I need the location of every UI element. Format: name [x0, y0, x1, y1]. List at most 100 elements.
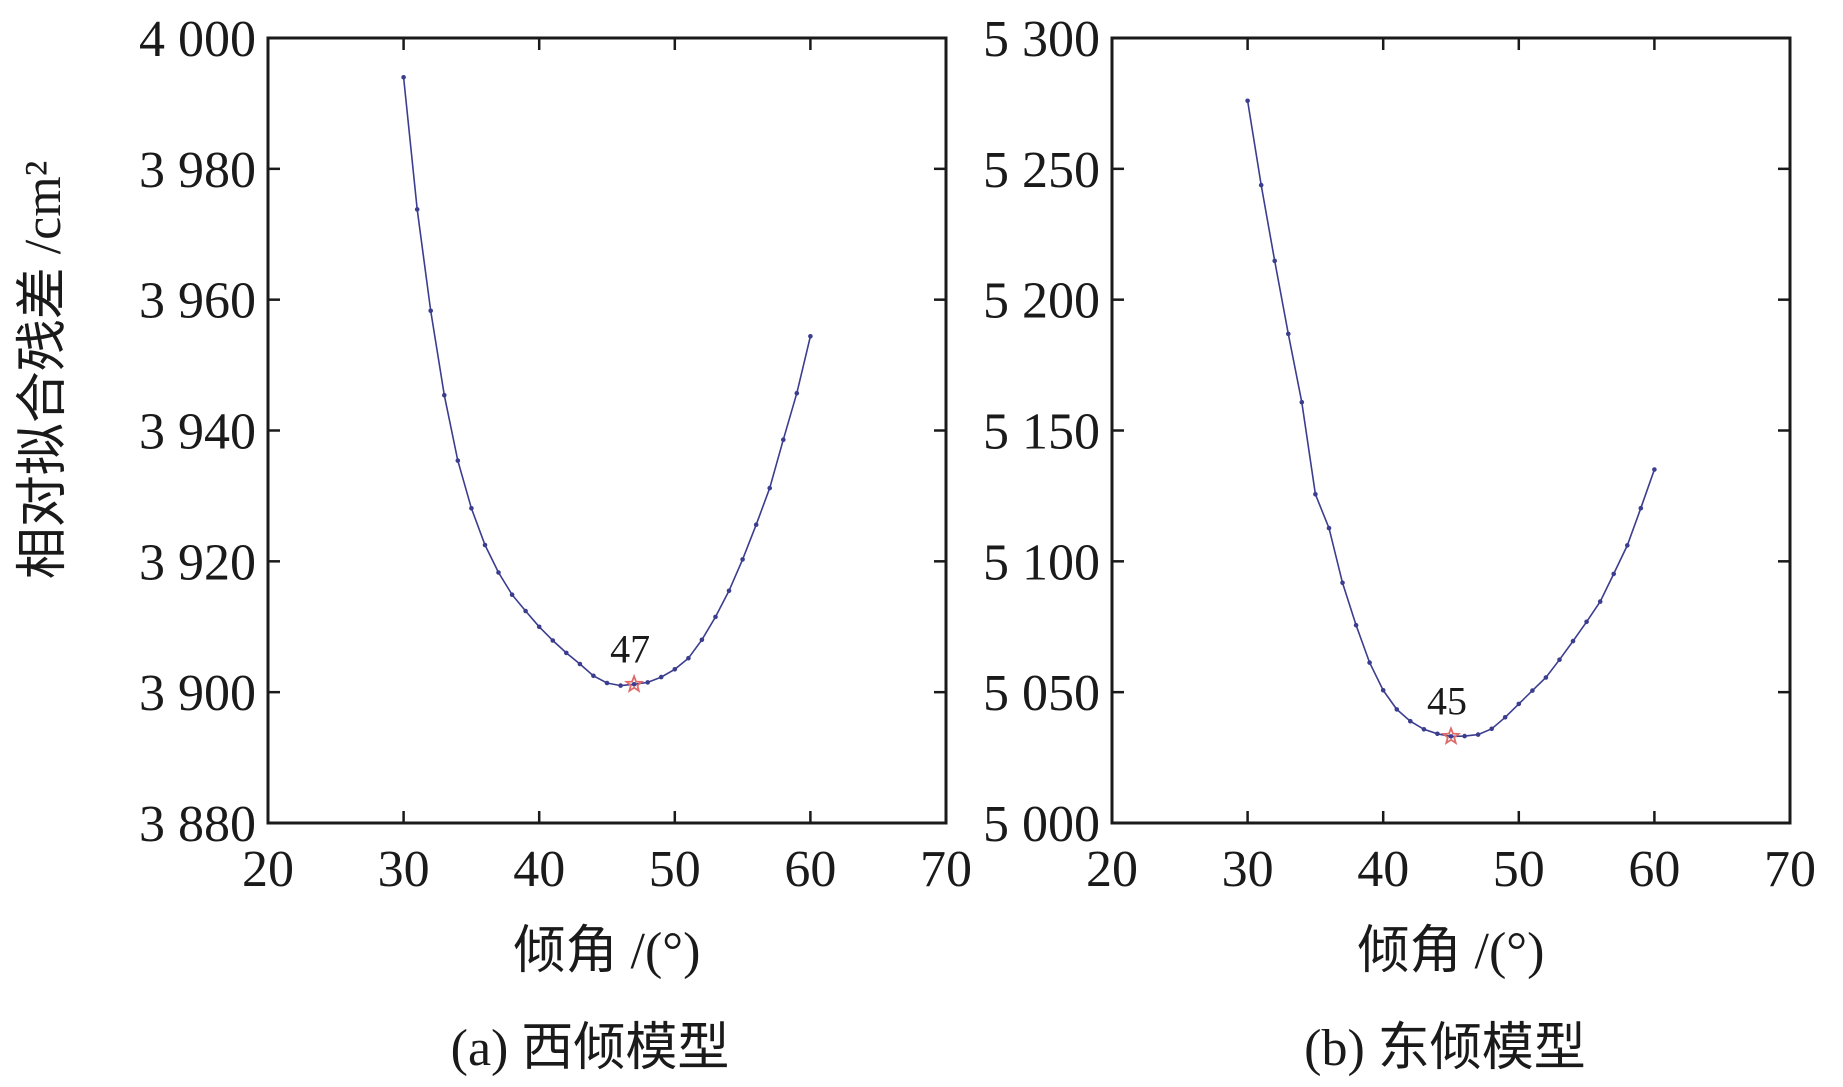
data-point	[1313, 492, 1318, 497]
data-point	[1299, 399, 1305, 405]
data-point	[401, 75, 406, 80]
series-line	[402, 77, 812, 687]
data-point	[1475, 732, 1481, 737]
series-line	[1246, 100, 1656, 738]
data-point	[1408, 718, 1413, 724]
data-point	[1394, 707, 1400, 712]
data-point	[1570, 638, 1576, 644]
y-tick-label: 3 880	[139, 796, 256, 853]
x-axis-label: 倾角 /(°)	[514, 923, 701, 980]
panel-caption: (b) 东倾模型	[1304, 1020, 1586, 1077]
plot-frame	[266, 36, 948, 825]
data-point	[1516, 701, 1522, 707]
data-point	[658, 674, 664, 680]
data-point	[455, 458, 461, 463]
y-tick-label: 3 960	[139, 273, 256, 330]
data-point	[1597, 599, 1603, 604]
data-point	[1435, 731, 1440, 737]
data-point	[1326, 525, 1332, 531]
x-tick-label: 20	[242, 841, 294, 898]
y-axis-label: 相对拟合残差 /cm²	[15, 161, 72, 580]
data-point	[1652, 467, 1657, 472]
data-point	[726, 588, 732, 594]
x-tick-label: 20	[1086, 841, 1138, 898]
data-point	[1502, 715, 1508, 720]
data-point	[1421, 727, 1427, 732]
x-tick-label: 50	[1493, 841, 1545, 898]
data-point	[1272, 258, 1277, 264]
minimum-label: 47	[610, 626, 650, 671]
y-tick-label: 3 940	[139, 404, 256, 461]
data-point	[781, 437, 786, 443]
data-point	[1543, 675, 1549, 680]
data-point	[564, 650, 569, 656]
y-tick-label: 3 980	[139, 142, 256, 199]
x-tick-label: 60	[784, 841, 836, 898]
x-tick-label: 50	[649, 841, 701, 898]
panel-caption: (a) 西倾模型	[451, 1020, 730, 1077]
data-point	[631, 682, 637, 687]
data-point	[753, 522, 759, 527]
data-point	[672, 667, 678, 672]
data-point	[1353, 622, 1359, 628]
x-tick-label: 30	[378, 841, 430, 898]
data-point	[1584, 619, 1589, 625]
x-tick-label: 60	[1628, 841, 1680, 898]
x-axis-label: 倾角 /(°)	[1358, 923, 1545, 980]
minimum-label: 45	[1427, 678, 1467, 723]
y-tick-label: 5 150	[983, 404, 1100, 461]
data-point	[1286, 331, 1291, 337]
x-tick-label: 40	[1357, 841, 1409, 898]
data-point	[577, 661, 583, 667]
data-point	[1462, 733, 1467, 739]
minimum-star-marker	[1440, 725, 1462, 745]
data-point	[509, 592, 515, 597]
data-point	[713, 614, 718, 620]
data-point	[414, 207, 420, 212]
data-point	[591, 673, 596, 679]
y-tick-label: 5 200	[983, 273, 1100, 330]
data-point	[469, 506, 474, 511]
data-point	[645, 680, 650, 685]
data-point	[686, 655, 691, 661]
x-tick-label: 30	[1222, 841, 1274, 898]
data-point	[794, 390, 800, 396]
data-point	[1380, 688, 1386, 693]
data-point	[496, 570, 501, 575]
data-point	[1530, 688, 1535, 693]
data-point	[604, 680, 610, 686]
data-point	[523, 608, 528, 614]
data-point	[699, 637, 705, 643]
data-point	[536, 624, 542, 630]
x-tick-label: 70	[920, 841, 972, 898]
data-point	[1340, 580, 1345, 586]
minimum-star-marker	[624, 673, 645, 693]
data-point	[740, 557, 745, 562]
y-tick-label: 3 920	[139, 534, 256, 591]
y-tick-label: 5 000	[983, 796, 1100, 853]
data-point	[1258, 182, 1264, 188]
panel-east-dip: 20 30 40 50 60 70 5 000 5 050 5 100 5 150 5 200 5 2…	[983, 11, 1816, 1077]
y-tick-label: 5 250	[983, 142, 1100, 199]
y-tick-label: 3 900	[139, 665, 256, 722]
y-tick-label: 5 050	[983, 665, 1100, 722]
x-tick-label: 40	[513, 841, 565, 898]
data-point	[428, 308, 434, 314]
data-point	[482, 542, 488, 548]
data-point	[442, 392, 447, 398]
data-point	[550, 638, 556, 643]
data-point	[1557, 657, 1562, 662]
data-point	[767, 485, 772, 491]
data-point	[1245, 98, 1250, 104]
data-point	[1448, 734, 1454, 739]
data-point	[618, 683, 623, 688]
data-point	[1638, 505, 1644, 511]
y-tick-label: 5 100	[983, 534, 1100, 591]
data-point	[1611, 571, 1616, 577]
y-tick-label: 5 300	[983, 11, 1100, 68]
panel-west-dip: 20 30 40 50 60 70 3 880 3 900 3 920 3 940 3 960 3 9…	[139, 11, 972, 1077]
data-point	[1367, 660, 1372, 665]
data-point	[1625, 543, 1630, 548]
y-tick-label: 4 000	[139, 11, 256, 68]
